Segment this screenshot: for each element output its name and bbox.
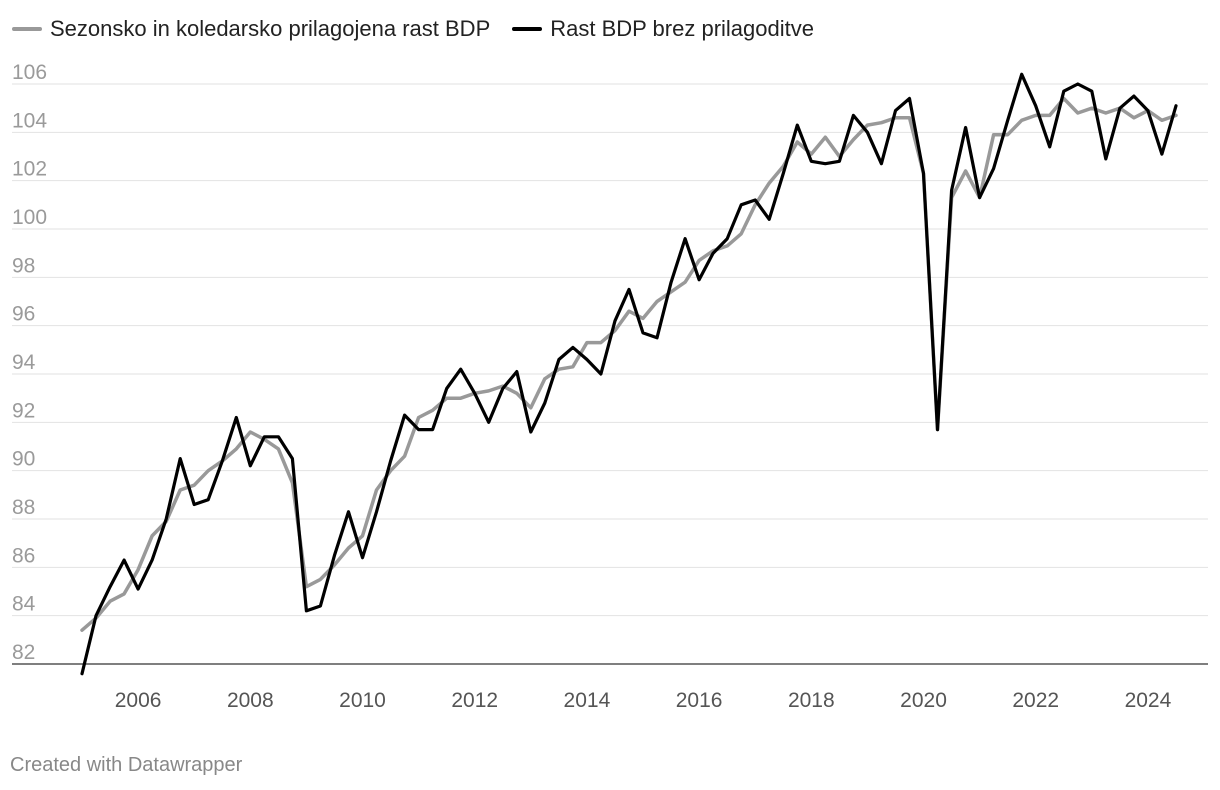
y-tick-label-100: 100 [12,206,47,229]
y-tick-label-98: 98 [12,254,35,277]
y-tick-label-86: 86 [12,544,35,567]
x-tick-label-2016: 2016 [676,689,723,712]
y-tick-label-96: 96 [12,303,35,326]
y-tick-label-90: 90 [12,448,35,471]
x-tick-label-2020: 2020 [900,689,947,712]
x-tick-label-2010: 2010 [339,689,386,712]
legend-swatch-adjusted [12,27,42,31]
x-tick-label-2006: 2006 [115,689,162,712]
y-tick-label-106: 106 [12,61,47,84]
legend-item-adjusted: Sezonsko in koledarsko prilagojena rast … [12,16,490,42]
y-axis-ticks: 82 84 86 88 90 92 94 96 98 100 102 104 106 [12,61,47,664]
series-line-unadjusted [80,72,1178,676]
series-line-adjusted [80,96,1178,632]
legend-label-adjusted: Sezonsko in koledarsko prilagojena rast … [50,16,491,41]
legend-item-unadjusted: Rast BDP brez prilagoditve [512,16,814,42]
legend-label-unadjusted: Rast BDP brez prilagoditve [550,16,814,41]
series-lines [80,72,1178,676]
y-tick-label-104: 104 [12,109,47,132]
chart-legend: Sezonsko in koledarsko prilagojena rast … [12,14,836,44]
gridlines [12,83,1208,665]
y-tick-label-92: 92 [12,399,35,422]
y-tick-label-94: 94 [12,351,36,374]
x-tick-label-2018: 2018 [788,689,835,712]
footer-credit[interactable]: Created with Datawrapper [10,754,243,776]
x-tick-label-2022: 2022 [1012,689,1059,712]
x-tick-label-2014: 2014 [564,689,611,712]
y-tick-label-82: 82 [12,641,35,664]
x-tick-label-2024: 2024 [1125,689,1172,712]
x-tick-label-2008: 2008 [227,689,274,712]
y-tick-label-102: 102 [12,158,47,181]
legend-swatch-unadjusted [512,27,543,31]
y-tick-label-88: 88 [12,496,35,519]
x-tick-label-2012: 2012 [451,689,498,712]
x-axis-ticks: 2006 2008 2010 2012 2014 2016 2018 2020 2022 2024 [115,689,1172,712]
y-tick-label-84: 84 [12,593,36,616]
